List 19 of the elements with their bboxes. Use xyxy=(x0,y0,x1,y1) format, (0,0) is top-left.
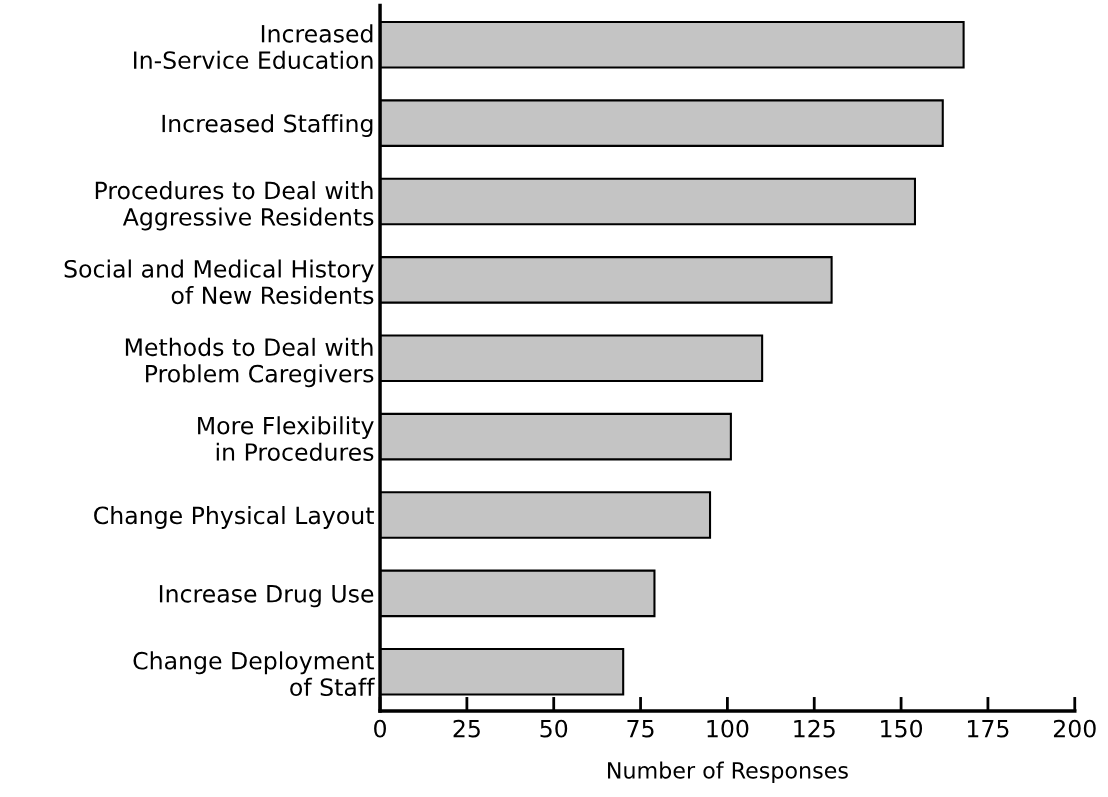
x-tick-label: 75 xyxy=(627,719,654,738)
y-tick-label: Change Physical Layout xyxy=(94,506,374,529)
y-tick-label: Change Deployment of Staff xyxy=(133,651,375,697)
x-tick-label: 0 xyxy=(374,719,386,738)
y-tick-label: Procedures to Deal with Aggressive Residents xyxy=(95,181,374,231)
y-tick-label: Increased In-Service Education xyxy=(134,24,373,70)
x-tick-label: 100 xyxy=(707,719,749,738)
y-tick-label: Social and Medical History of New Residents xyxy=(64,259,374,305)
x-tick-label: 150 xyxy=(881,719,923,738)
y-tick-label: Methods to Deal with Problem Caregivers xyxy=(125,337,374,388)
x-tick-label: 125 xyxy=(794,719,835,738)
x-tick-label: 200 xyxy=(1053,719,1096,738)
x-tick-label: 175 xyxy=(967,719,1009,738)
y-tick-label: Increase Drug Use xyxy=(159,585,374,608)
x-tick-label: 50 xyxy=(540,719,568,738)
y-tick-label: More Flexibility in Procedures xyxy=(198,416,374,461)
x-tick-label: 25 xyxy=(453,719,480,738)
y-tick-label: Increased Staffing xyxy=(162,114,373,138)
x-axis-title: Number of Responses xyxy=(608,761,848,784)
